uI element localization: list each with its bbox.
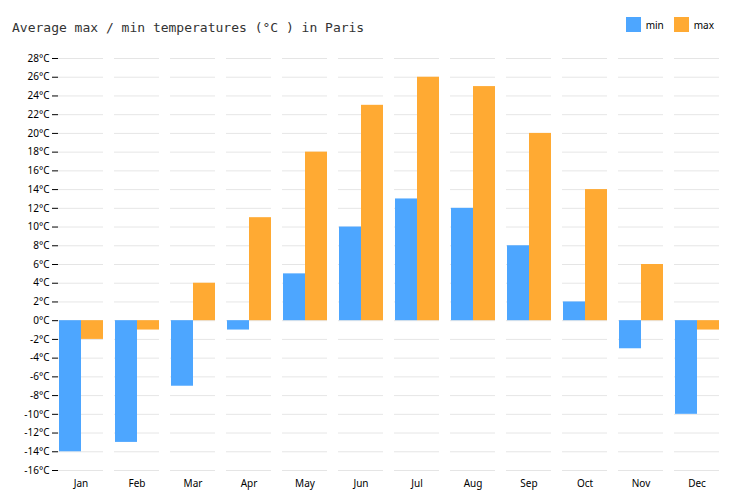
svg-text:6°C: 6°C <box>33 257 50 271</box>
svg-text:24°C: 24°C <box>27 88 50 102</box>
svg-text:26°C: 26°C <box>27 69 50 83</box>
svg-text:-12°C: -12°C <box>24 425 50 439</box>
svg-text:12°C: 12°C <box>27 201 50 215</box>
svg-text:2°C: 2°C <box>33 294 50 308</box>
svg-text:-8°C: -8°C <box>30 388 50 402</box>
svg-text:0°C: 0°C <box>33 313 50 327</box>
svg-text:-16°C: -16°C <box>24 463 50 477</box>
svg-text:Jan: Jan <box>73 476 89 490</box>
svg-text:Mar: Mar <box>184 476 203 490</box>
svg-text:-10°C: -10°C <box>24 407 50 421</box>
svg-text:22°C: 22°C <box>27 107 50 121</box>
svg-text:May: May <box>295 476 316 490</box>
svg-text:20°C: 20°C <box>27 126 50 140</box>
svg-text:10°C: 10°C <box>27 219 50 233</box>
svg-text:4°C: 4°C <box>33 275 50 289</box>
svg-text:Dec: Dec <box>688 476 706 490</box>
svg-text:-4°C: -4°C <box>30 350 50 364</box>
svg-text:Apr: Apr <box>241 476 258 490</box>
svg-text:-6°C: -6°C <box>30 369 50 383</box>
html-text:Average max / min temperatures: Average max / min temperatures (°C ) in … <box>12 19 365 35</box>
svg-text:-14°C: -14°C <box>24 444 50 458</box>
html-text:min: min <box>645 17 664 32</box>
html-text:max: max <box>693 17 714 32</box>
svg-text:-2°C: -2°C <box>30 332 50 346</box>
svg-text:Aug: Aug <box>464 476 483 490</box>
svg-text:Jun: Jun <box>352 476 368 490</box>
svg-text:14°C: 14°C <box>27 182 50 196</box>
svg-text:Sep: Sep <box>520 476 537 490</box>
svg-text:Jul: Jul <box>410 476 423 490</box>
svg-text:16°C: 16°C <box>27 163 50 177</box>
svg-text:Feb: Feb <box>129 476 146 490</box>
svg-text:8°C: 8°C <box>33 238 50 252</box>
svg-text:Nov: Nov <box>632 476 651 490</box>
svg-text:Oct: Oct <box>577 476 594 490</box>
svg-text:18°C: 18°C <box>27 144 50 158</box>
svg-text:28°C: 28°C <box>27 51 50 65</box>
